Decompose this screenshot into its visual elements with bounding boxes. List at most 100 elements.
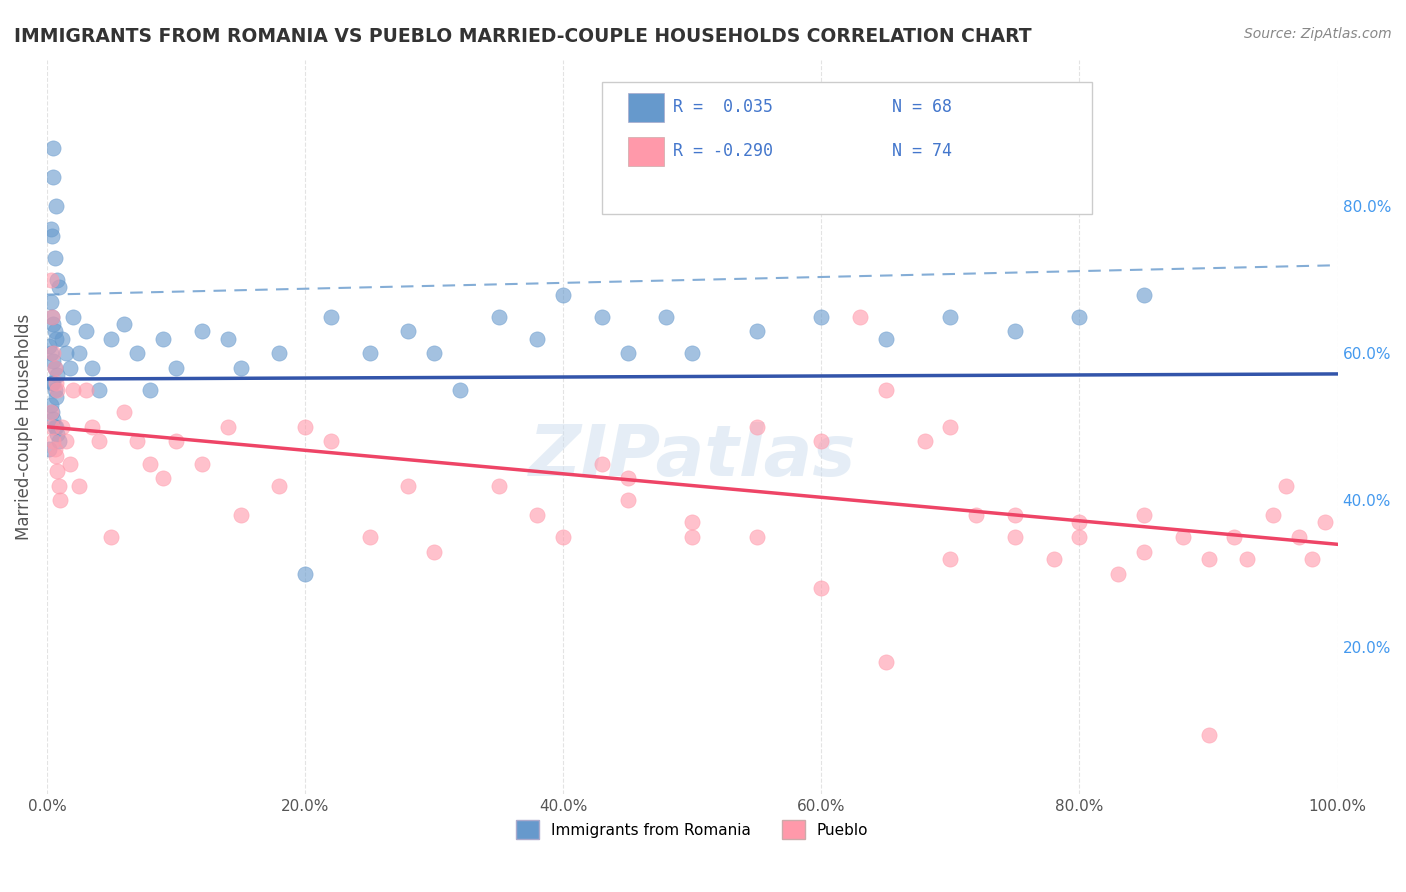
Point xyxy=(1107,566,1129,581)
Point xyxy=(1133,544,1156,558)
Text: R = -0.290: R = -0.290 xyxy=(673,143,773,161)
Point xyxy=(1198,552,1220,566)
Point xyxy=(39,346,62,360)
Point xyxy=(139,383,162,397)
Point xyxy=(553,530,575,544)
Point xyxy=(423,544,446,558)
Point xyxy=(319,310,342,324)
Point xyxy=(46,368,69,383)
Point xyxy=(55,434,77,449)
Point xyxy=(42,141,65,155)
Point xyxy=(42,376,65,390)
Point xyxy=(616,493,638,508)
Point xyxy=(1069,516,1091,530)
Point xyxy=(67,478,90,492)
Point xyxy=(42,346,65,360)
Text: N = 68: N = 68 xyxy=(893,98,952,116)
Point xyxy=(1004,530,1026,544)
Point xyxy=(488,310,510,324)
Point xyxy=(42,170,65,185)
Point xyxy=(1223,530,1246,544)
Point xyxy=(449,383,471,397)
Point xyxy=(44,361,66,376)
Point xyxy=(1004,324,1026,338)
Point xyxy=(745,324,768,338)
Point xyxy=(59,457,82,471)
Point xyxy=(41,419,63,434)
Point xyxy=(359,530,381,544)
Point xyxy=(49,493,72,508)
Point xyxy=(810,582,832,596)
Bar xyxy=(627,136,664,166)
Point xyxy=(100,332,122,346)
Point xyxy=(1171,530,1194,544)
Point xyxy=(681,530,703,544)
Point xyxy=(39,398,62,412)
Point xyxy=(526,508,548,522)
Point xyxy=(1042,552,1064,566)
Point xyxy=(38,442,60,456)
Point xyxy=(39,295,62,310)
Point xyxy=(875,332,897,346)
Point xyxy=(39,221,62,235)
Point xyxy=(1301,552,1323,566)
Point xyxy=(42,317,65,331)
Point xyxy=(294,566,316,581)
Point xyxy=(939,310,962,324)
Point xyxy=(616,346,638,360)
Point xyxy=(939,552,962,566)
Point xyxy=(681,346,703,360)
Point xyxy=(42,353,65,368)
Point xyxy=(45,391,67,405)
Point xyxy=(42,434,65,449)
Point xyxy=(51,419,73,434)
Point xyxy=(46,464,69,478)
Point xyxy=(44,324,66,338)
Point xyxy=(44,442,66,456)
Point xyxy=(165,361,187,376)
Point xyxy=(269,478,291,492)
Point xyxy=(165,434,187,449)
Point xyxy=(46,427,69,442)
Point xyxy=(45,199,67,213)
Point xyxy=(655,310,678,324)
Point xyxy=(42,412,65,426)
Point xyxy=(269,346,291,360)
Point xyxy=(41,376,63,390)
Point xyxy=(396,478,419,492)
Point xyxy=(1236,552,1258,566)
Point xyxy=(152,332,174,346)
Point xyxy=(62,310,84,324)
Point xyxy=(75,324,97,338)
Point xyxy=(1069,310,1091,324)
Point xyxy=(875,655,897,669)
Point xyxy=(46,383,69,397)
Point xyxy=(810,310,832,324)
Point xyxy=(526,332,548,346)
Point xyxy=(112,317,135,331)
FancyBboxPatch shape xyxy=(602,82,1092,214)
Point xyxy=(80,419,103,434)
Point xyxy=(45,376,67,390)
Point xyxy=(359,346,381,360)
Point xyxy=(41,310,63,324)
Point xyxy=(45,332,67,346)
Point xyxy=(87,434,110,449)
Point xyxy=(62,383,84,397)
Point xyxy=(41,310,63,324)
Point xyxy=(41,405,63,419)
Point xyxy=(44,361,66,376)
Point xyxy=(229,361,252,376)
Point xyxy=(423,346,446,360)
Point xyxy=(810,434,832,449)
Text: ZIPatlas: ZIPatlas xyxy=(529,422,856,491)
Point xyxy=(1069,530,1091,544)
Text: R =  0.035: R = 0.035 xyxy=(673,98,773,116)
Point xyxy=(44,251,66,265)
Y-axis label: Married-couple Households: Married-couple Households xyxy=(15,314,32,540)
Point xyxy=(45,449,67,463)
Point xyxy=(100,530,122,544)
Point xyxy=(217,332,239,346)
Point xyxy=(1004,508,1026,522)
Point xyxy=(396,324,419,338)
